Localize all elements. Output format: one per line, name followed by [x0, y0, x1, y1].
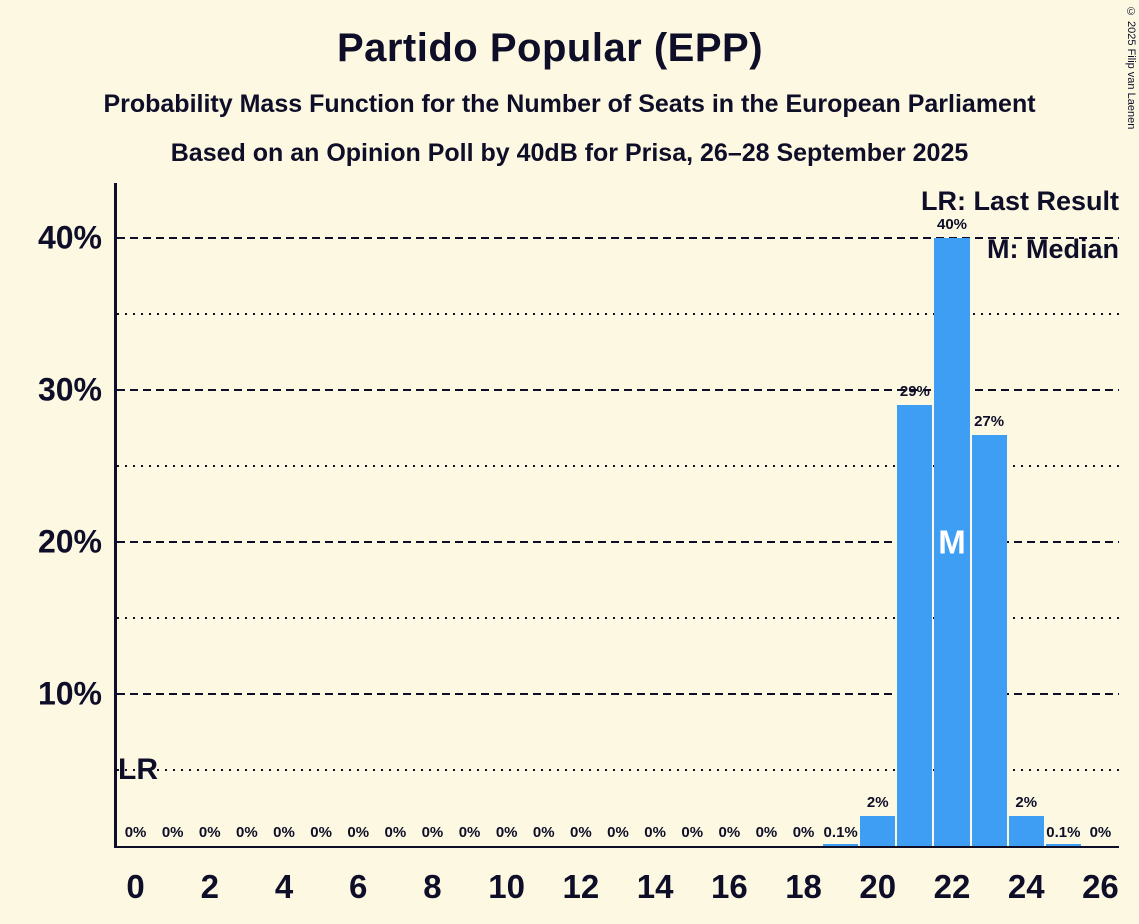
bar-value-label: 0%	[755, 824, 778, 841]
legend-median: M: Median	[987, 234, 1119, 264]
bar-seat-21	[897, 405, 933, 846]
y-axis-line	[114, 183, 117, 847]
y-tick-label-10%: 10%	[37, 675, 102, 712]
x-tick-label-16: 16	[710, 868, 748, 905]
bar-value-label: 0%	[570, 824, 592, 841]
x-tick-label-8: 8	[423, 868, 442, 905]
bar-value-label: 0%	[718, 824, 741, 841]
y-tick-label-30%: 30%	[37, 371, 102, 408]
bar-value-label: 0%	[644, 824, 666, 841]
bar-seat-23	[971, 435, 1007, 846]
chart-title: Partido Popular (EPP)	[336, 26, 764, 70]
bar-value-label: 0%	[495, 824, 518, 841]
minor-gridline	[117, 616, 1119, 619]
bar-value-label: 0%	[1089, 824, 1112, 841]
x-tick-label-24: 24	[1007, 868, 1045, 905]
bar-value-label: 40%	[936, 215, 968, 233]
minor-gridline	[117, 464, 1119, 467]
plot-area: LR: Last Result M: Median 0% 0% 0% 0% 0% 0% 0%…	[38, 183, 1119, 905]
bar-value-label: 0%	[681, 824, 704, 841]
y-tick-label-20%: 20%	[37, 523, 102, 560]
x-tick-label-22: 22	[933, 868, 971, 905]
chart-poll-info: Based on an Opinion Poll by 40dB for Pri…	[170, 139, 969, 167]
copyright-notice: © 2025 Filip van Laenen	[1125, 6, 1137, 130]
bar-value-label: 0%	[792, 824, 815, 841]
x-tick-label-26: 26	[1082, 868, 1119, 905]
x-tick-label-2: 2	[200, 868, 219, 905]
x-tick-label-20: 20	[859, 868, 897, 905]
bar-seat-19	[823, 844, 859, 846]
x-tick-label-4: 4	[274, 868, 294, 905]
median-marker: M	[938, 523, 966, 561]
x-tick-label-14: 14	[636, 868, 674, 905]
bar-value-label: 0%	[236, 824, 258, 841]
major-gridline	[117, 236, 1119, 239]
bar-value-label: 0%	[273, 824, 295, 841]
bar-value-label: 0%	[124, 824, 147, 841]
major-gridline	[117, 540, 1119, 543]
bar-value-label: 2%	[1015, 793, 1038, 811]
minor-gridline	[117, 768, 1119, 771]
bar-value-label: 29%	[899, 383, 930, 401]
x-tick-label-0: 0	[126, 868, 145, 905]
major-gridline	[117, 388, 1119, 391]
bar-value-label: 27%	[974, 413, 1005, 431]
bar-value-label: 0%	[347, 824, 370, 841]
bar-value-label: 0%	[161, 824, 184, 841]
bar-value-label: 0%	[421, 824, 444, 841]
y-tick-label-40%: 40%	[37, 219, 102, 256]
bar-seat-25	[1045, 844, 1081, 846]
bar-seat-20	[860, 815, 896, 846]
last-result-marker: LR	[118, 752, 158, 786]
bar-value-label: 0%	[310, 824, 332, 841]
minor-gridline	[117, 312, 1119, 315]
major-gridline	[117, 692, 1119, 695]
chart-subtitle: Probability Mass Function for the Number…	[103, 90, 1036, 118]
bar-value-label: 0%	[384, 824, 407, 841]
legend-last-result: LR: Last Result	[920, 186, 1119, 216]
bar-value-label: 0%	[198, 824, 221, 841]
bar-value-label: 0.1%	[1046, 824, 1081, 841]
bar-seat-22	[934, 237, 970, 846]
bar-value-label: 2%	[866, 793, 889, 811]
x-tick-label-10: 10	[488, 868, 526, 905]
bar-value-label: 0%	[607, 824, 629, 841]
x-axis-line	[114, 846, 1119, 848]
x-tick-label-18: 18	[785, 868, 822, 905]
bar-value-label: 0.1%	[823, 824, 858, 841]
x-tick-label-6: 6	[349, 868, 368, 905]
x-tick-label-12: 12	[562, 868, 600, 905]
bar-seat-24	[1008, 815, 1044, 846]
bar-value-label: 0%	[458, 824, 481, 841]
bar-value-label: 0%	[532, 824, 555, 841]
